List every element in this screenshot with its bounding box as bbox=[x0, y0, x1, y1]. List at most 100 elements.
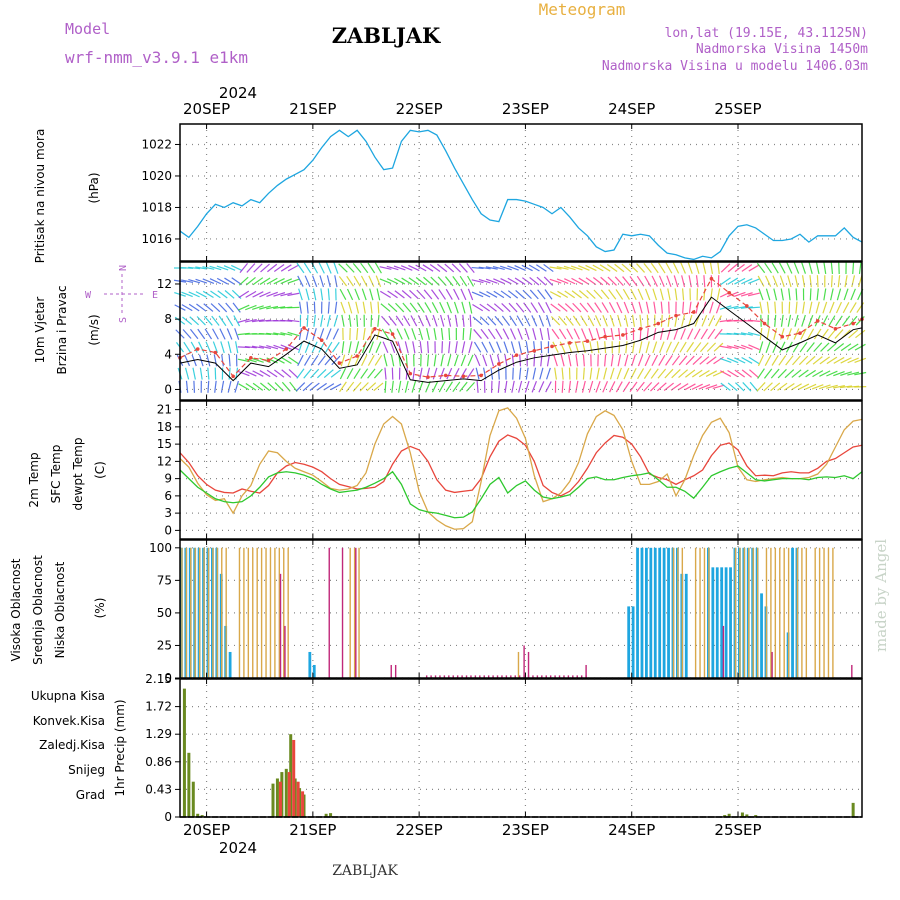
wind-barb bbox=[193, 380, 196, 393]
wind-barb bbox=[189, 316, 200, 326]
precip-total-bar bbox=[187, 752, 191, 817]
wind-barb bbox=[471, 279, 484, 284]
wind-barb bbox=[408, 264, 420, 272]
wind-gust-line bbox=[179, 277, 863, 378]
pressure-unit: (hPa) bbox=[87, 172, 101, 203]
wind-barb bbox=[549, 266, 562, 270]
wind-barb bbox=[439, 367, 445, 380]
wind-barb bbox=[808, 301, 813, 314]
wind-barb bbox=[832, 385, 845, 389]
wind-barb bbox=[361, 354, 368, 367]
wind-barb bbox=[501, 315, 511, 326]
wind-barb bbox=[467, 354, 474, 367]
wind-barb bbox=[596, 367, 600, 380]
wind-barb bbox=[288, 369, 299, 379]
wind-barb bbox=[411, 380, 417, 393]
low-cloud-bar bbox=[545, 675, 547, 678]
wind-barb bbox=[828, 315, 836, 327]
wind-barb bbox=[650, 368, 659, 379]
wind-barb bbox=[479, 291, 491, 298]
wind-barb bbox=[379, 278, 392, 284]
coordinates: lon,lat (19.15E, 43.1125N) bbox=[665, 26, 869, 41]
wind-barb bbox=[589, 341, 593, 354]
wind-barb bbox=[320, 288, 324, 301]
wind-barb bbox=[708, 315, 715, 327]
wind-barb bbox=[528, 264, 540, 272]
wind-barb bbox=[228, 367, 231, 380]
wind-barb bbox=[656, 382, 667, 392]
wind-barb bbox=[382, 341, 389, 353]
wind-barb bbox=[296, 262, 305, 274]
wind-barb bbox=[195, 278, 208, 284]
low-cloud-bar bbox=[492, 675, 494, 678]
low-cloud-bar bbox=[443, 675, 446, 678]
wind-barb bbox=[377, 314, 380, 327]
wind-barb bbox=[373, 368, 383, 379]
wind-barb bbox=[557, 303, 568, 312]
wind-barb bbox=[312, 288, 317, 301]
wind-barb bbox=[305, 328, 310, 340]
wind-barb bbox=[303, 262, 312, 274]
wind-barb bbox=[188, 303, 200, 312]
mid-cloud-bar bbox=[181, 547, 183, 678]
wind-gust-point bbox=[231, 374, 235, 379]
wind-barb bbox=[692, 355, 703, 365]
wind-barb bbox=[267, 263, 278, 273]
wind-barb bbox=[500, 290, 512, 299]
wind-barb bbox=[553, 354, 558, 367]
wind-barb bbox=[310, 368, 320, 379]
wind-barb bbox=[202, 278, 215, 284]
mid-cloud-bar bbox=[708, 547, 710, 678]
wind-barb bbox=[203, 315, 213, 326]
pressure-ylabel: Pritisak na nivou mora bbox=[33, 129, 47, 264]
wind-barb bbox=[486, 303, 497, 312]
wind-barb bbox=[658, 354, 666, 366]
wind-barb bbox=[196, 303, 207, 312]
wind-barb bbox=[297, 275, 304, 287]
mid-cloud-bar bbox=[278, 547, 281, 678]
wind-barb bbox=[354, 288, 360, 301]
wind-barb bbox=[650, 262, 659, 274]
y-tick-label: 15 bbox=[157, 437, 172, 451]
wind-barb bbox=[360, 275, 368, 287]
compass-north: N bbox=[118, 265, 129, 271]
wind-barb bbox=[594, 315, 602, 327]
wind-barb bbox=[252, 382, 264, 391]
wind-barb bbox=[260, 382, 271, 392]
temp-ylabel-2: SFC Temp bbox=[49, 445, 63, 504]
wind-barb bbox=[778, 262, 786, 274]
precip-conv-bar bbox=[292, 739, 296, 817]
wind-barb bbox=[320, 314, 324, 327]
wind-barb bbox=[319, 275, 325, 288]
wind-barb bbox=[616, 301, 623, 314]
wind-speed-line bbox=[179, 296, 863, 383]
wind-barb bbox=[302, 382, 313, 392]
wind-barb bbox=[741, 344, 753, 350]
wind-barb bbox=[680, 262, 686, 274]
wind-barb bbox=[858, 261, 862, 275]
wind-barb bbox=[508, 302, 518, 313]
wind-barb bbox=[298, 301, 302, 314]
wind-barb bbox=[659, 328, 664, 340]
wind-barb bbox=[837, 275, 841, 288]
wind-barb bbox=[847, 357, 859, 364]
x-tick-label-top: 24SEP bbox=[608, 100, 655, 118]
wind-gust-point bbox=[709, 276, 714, 281]
wind-barb bbox=[273, 332, 286, 336]
mid-cloud-bar bbox=[203, 547, 205, 678]
wind-barb bbox=[822, 301, 828, 314]
wind-barb bbox=[713, 356, 724, 365]
wind-barb bbox=[667, 314, 671, 327]
low-cloud-bar bbox=[474, 675, 477, 678]
y-tick-label: 2.15 bbox=[145, 672, 172, 686]
wind-barb bbox=[608, 289, 617, 300]
wind-gust-point bbox=[479, 373, 483, 378]
wind-barb bbox=[415, 264, 427, 272]
wind-barb bbox=[758, 341, 764, 354]
wind-barb bbox=[317, 355, 326, 366]
wind-barb bbox=[327, 301, 330, 314]
wind-barb bbox=[658, 275, 665, 287]
wind-barb bbox=[451, 263, 462, 273]
mid-cloud-bar bbox=[814, 547, 816, 678]
wind-barb bbox=[678, 355, 688, 366]
